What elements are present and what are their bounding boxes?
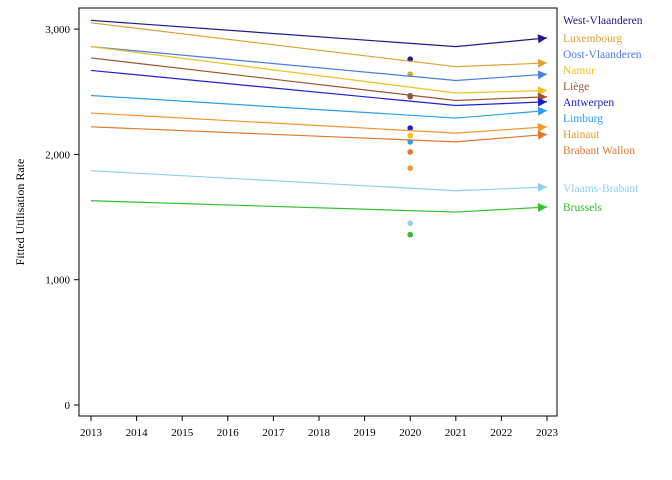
legend-label: Luxembourg <box>563 33 622 45</box>
series-arrowhead <box>537 58 547 68</box>
series-arrowhead <box>537 182 547 192</box>
series-arrowhead <box>537 130 547 140</box>
y-tick-label: 3,000 <box>45 24 70 36</box>
series-line <box>90 126 548 143</box>
plot-frame <box>78 7 558 417</box>
x-tick-label: 2019 <box>354 427 377 439</box>
series-antwerpen <box>90 69 548 131</box>
series-line <box>90 19 548 48</box>
legend-label: Vlaams-Brabant <box>563 183 639 195</box>
legend-label: Limburg <box>563 113 603 125</box>
x-axis: 2013 2014 2015 2016 2017 2018 2019 2020 2021 2022… <box>80 416 559 439</box>
x-tick-label: 2014 <box>126 427 149 439</box>
x-tick-label: 2022 <box>490 427 512 439</box>
series-hainaut <box>90 112 548 171</box>
series-oost-vlaanderen <box>90 46 548 99</box>
x-tick-label: 2018 <box>308 427 331 439</box>
series-line <box>90 112 548 134</box>
series-arrowhead <box>537 70 547 80</box>
series-li-ge <box>90 57 548 102</box>
legend-label: West-Vlaanderen <box>563 15 643 27</box>
y-tick-label: 1,000 <box>45 275 70 287</box>
x-tick-label: 2017 <box>262 427 285 439</box>
series-line <box>90 170 548 192</box>
observed-point <box>407 149 414 155</box>
series-arrowhead <box>537 106 547 116</box>
x-tick-label: 2016 <box>217 427 240 439</box>
series-line <box>90 200 548 213</box>
legend-label: Namur <box>563 65 595 77</box>
series-arrowhead <box>537 203 547 213</box>
x-tick-label: 2015 <box>171 427 194 439</box>
series-line <box>90 57 548 102</box>
series-brussels <box>90 200 548 238</box>
observed-point <box>407 132 414 139</box>
series-line <box>90 69 548 107</box>
x-tick-label: 2023 <box>536 427 559 439</box>
series-brabant-wallon <box>90 126 548 155</box>
legend-label: Hainaut <box>563 129 600 141</box>
series-arrowhead <box>537 86 547 96</box>
series-arrowhead <box>537 122 547 132</box>
series-vlaams-brabant <box>90 170 548 227</box>
observed-point <box>407 220 414 227</box>
x-tick-label: 2013 <box>80 427 103 439</box>
y-axis-title: Fitted Utilisation Rate <box>13 159 27 266</box>
series-line <box>90 94 548 119</box>
observed-point <box>407 93 414 100</box>
series-line <box>90 22 548 68</box>
y-tick-label: 2,000 <box>45 149 70 161</box>
legend-label: Brussels <box>563 202 603 214</box>
series-layer <box>90 19 548 238</box>
legend-label: Oost-Vlaanderen <box>563 49 642 61</box>
y-tick-label: 0 <box>65 400 71 412</box>
series-namur <box>90 46 548 139</box>
series-luxembourg <box>90 22 548 78</box>
series-limburg <box>90 94 548 145</box>
x-tick-label: 2021 <box>445 427 467 439</box>
legend-label: Liège <box>563 81 589 93</box>
legend-label: Brabant Wallon <box>563 145 635 157</box>
legend: West-Vlaanderen Luxembourg Oost-Vlaanderen… <box>563 15 643 214</box>
y-axis: 0 1,000 2,000 3,000 <box>45 24 79 412</box>
series-arrowhead <box>537 34 547 44</box>
series-arrowhead <box>537 97 547 107</box>
observed-point <box>407 165 414 171</box>
series-line <box>90 46 548 82</box>
legend-label: Antwerpen <box>563 97 614 109</box>
observed-point <box>407 231 414 238</box>
observed-point <box>407 125 414 131</box>
series-line <box>90 46 548 94</box>
x-tick-label: 2020 <box>399 427 422 439</box>
